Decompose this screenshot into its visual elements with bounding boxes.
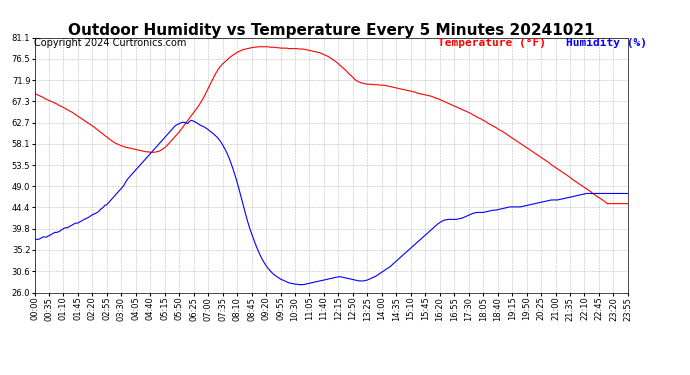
Text: Copyright 2024 Curtronics.com: Copyright 2024 Curtronics.com <box>34 38 187 48</box>
Title: Outdoor Humidity vs Temperature Every 5 Minutes 20241021: Outdoor Humidity vs Temperature Every 5 … <box>68 22 595 38</box>
Text: Humidity (%): Humidity (%) <box>566 38 647 48</box>
Text: Temperature (°F): Temperature (°F) <box>438 38 546 48</box>
